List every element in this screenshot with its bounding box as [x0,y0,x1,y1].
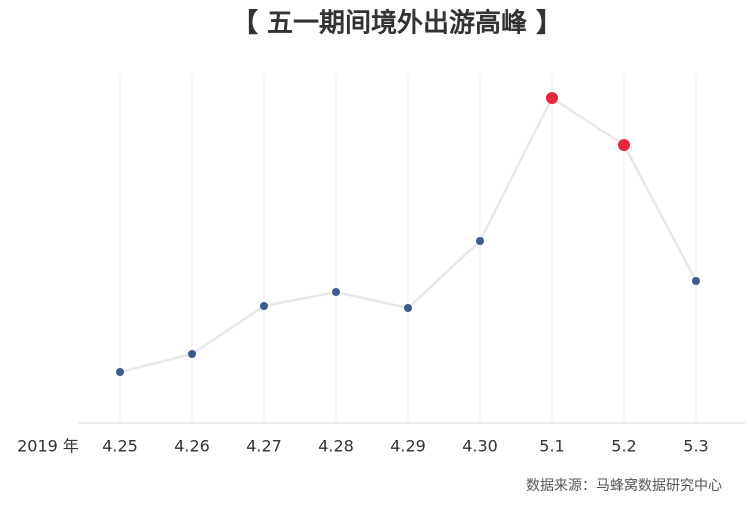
x-tick-label: 4.30 [462,437,498,456]
x-tick-label: 4.28 [318,437,354,456]
x-tick-label: 4.27 [246,437,282,456]
x-tick-label: 4.25 [102,437,138,456]
point [692,277,700,285]
point [188,350,196,358]
point [546,92,558,104]
point [116,368,124,376]
chart-title: 【 五一期间境外出游高峰 】 [232,8,562,39]
x-tick-label: 5.1 [539,437,564,456]
x-tick-label: 4.26 [174,437,210,456]
source: 数据来源：马蜂窝数据研究中心 [526,477,722,494]
x-tick-label: 5.2 [611,437,636,456]
point [618,139,630,151]
x-tick-label: 4.29 [390,437,426,456]
x-axis-label: 2019 年 [17,437,79,456]
point [404,304,412,312]
x-tick-label: 5.3 [683,437,708,456]
point [260,302,268,310]
point [332,288,340,296]
point [476,237,484,245]
